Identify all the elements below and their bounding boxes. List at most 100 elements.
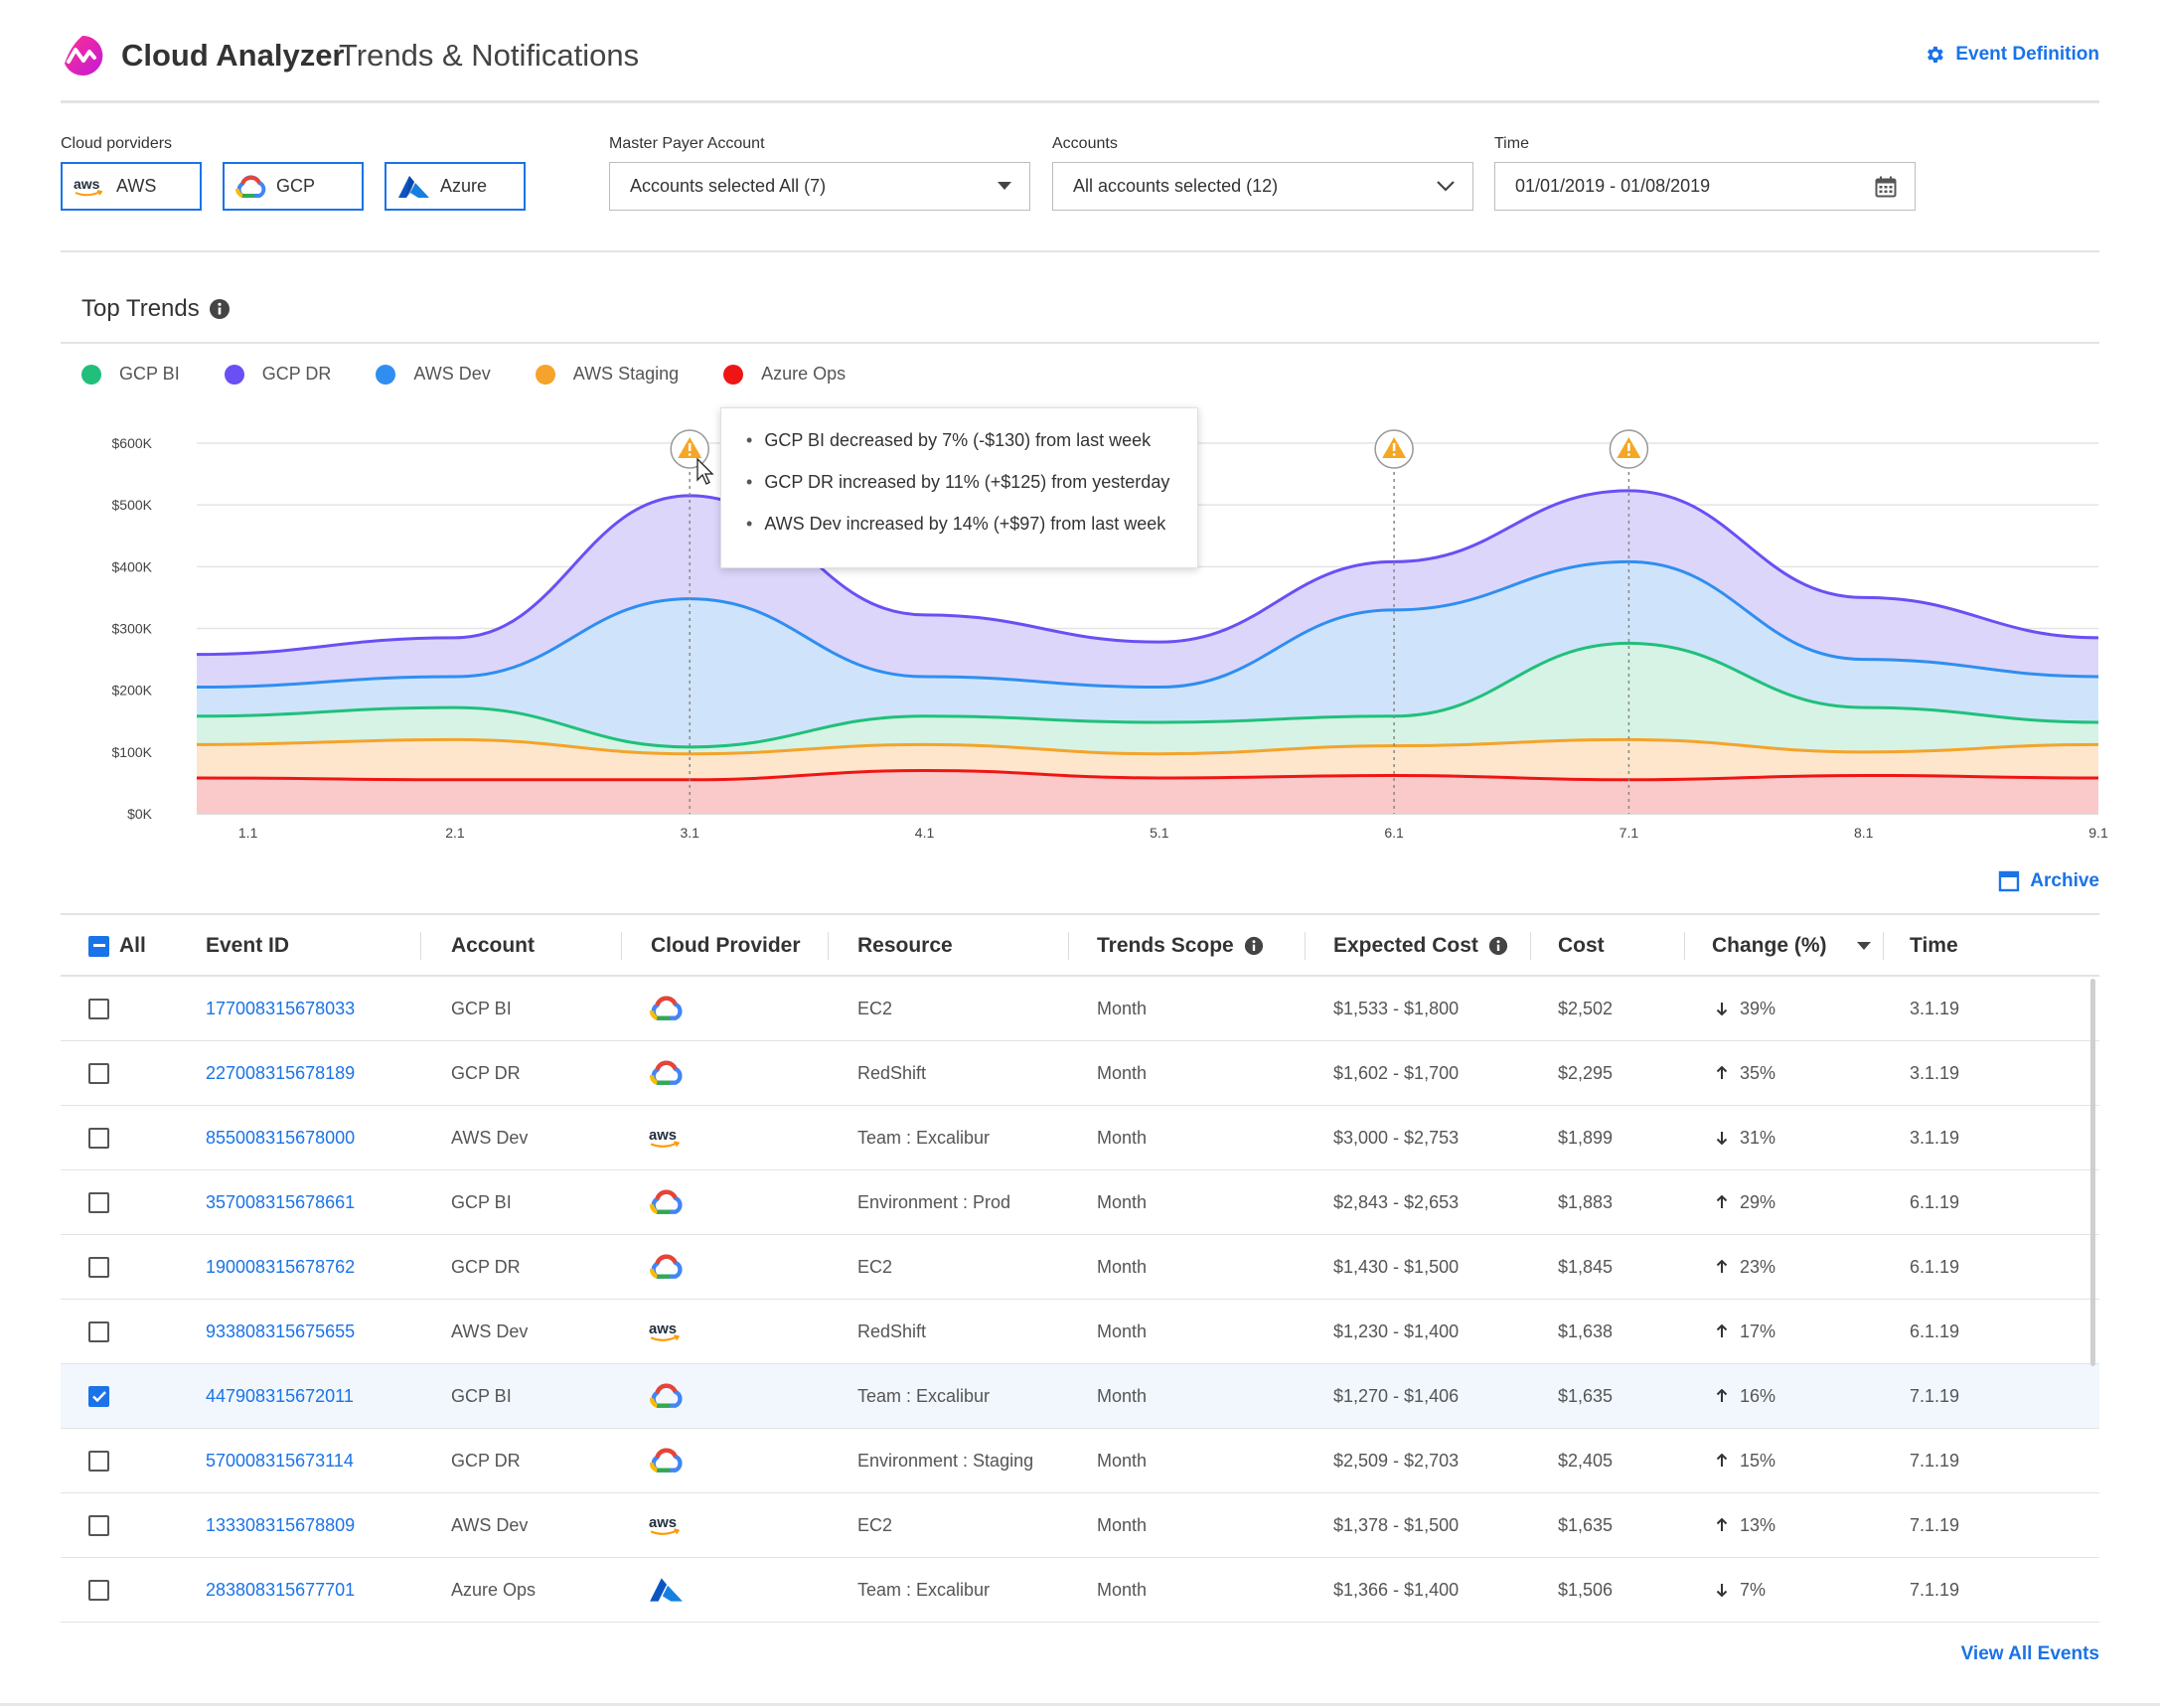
provider-azure-label: Azure xyxy=(440,176,488,196)
provider-gcp-button[interactable]: GCP xyxy=(223,162,364,211)
event-id-link[interactable]: 447908315672011 xyxy=(206,1385,354,1406)
table-row[interactable]: 933808315675655 AWS Dev aws RedShift Month $1… xyxy=(61,1300,2099,1364)
table-row[interactable]: 570008315673114 GCP DR Environment : Stagi… xyxy=(61,1429,2099,1493)
time-cell: 3.1.19 xyxy=(1910,998,1960,1018)
table-scrollbar[interactable] xyxy=(2090,979,2095,1366)
row-checkbox[interactable] xyxy=(88,1450,109,1472)
header-trends-scope-cell[interactable]: Trends Scope xyxy=(1097,915,1264,977)
header-expected-cost: Expected Cost xyxy=(1333,934,1478,957)
time-cell: 6.1.19 xyxy=(1910,1256,1960,1277)
row-checkbox[interactable] xyxy=(88,1256,109,1278)
header-cloud-provider[interactable]: Cloud Provider xyxy=(651,934,801,957)
header-resource[interactable]: Resource xyxy=(857,934,953,957)
account-cell: GCP DR xyxy=(451,1256,521,1277)
series-area-azure-ops xyxy=(197,770,2098,814)
sort-desc-icon[interactable] xyxy=(1857,942,1871,951)
table-row[interactable]: 283808315677701 Azure Ops Team : Excalibur… xyxy=(61,1558,2099,1623)
view-all-events-link[interactable]: View All Events xyxy=(1960,1643,2099,1664)
info-icon[interactable] xyxy=(1488,936,1508,956)
provider-cell: aws xyxy=(648,1300,684,1363)
event-definition-link[interactable]: Event Definition xyxy=(1924,44,2099,66)
info-icon[interactable] xyxy=(209,298,231,320)
table-row[interactable]: 227008315678189 GCP DR RedShift Month $1,602… xyxy=(61,1041,2099,1106)
row-checkbox[interactable] xyxy=(88,1127,109,1149)
account-cell: GCP BI xyxy=(451,1191,512,1212)
row-checkbox[interactable] xyxy=(88,998,109,1019)
row-checkbox[interactable] xyxy=(88,1191,109,1213)
series-line-gcp-dr xyxy=(196,489,2099,657)
resource-cell: Environment : Prod xyxy=(857,1191,1011,1212)
tooltip-text: GCP DR increased by 11% (+$125) from yes… xyxy=(764,472,1170,492)
provider-azure-button[interactable]: Azure xyxy=(385,162,526,211)
header-account[interactable]: Account xyxy=(451,934,535,957)
cost-cell: $1,635 xyxy=(1558,1514,1614,1535)
cost-cell: $1,635 xyxy=(1558,1385,1614,1406)
legend-item-gcp-dr[interactable]: GCP DR xyxy=(224,364,331,385)
time-range-input[interactable]: 01/01/2019 - 01/08/2019 xyxy=(1494,162,1916,211)
column-divider xyxy=(828,932,829,960)
cost-cell: $2,502 xyxy=(1558,998,1614,1018)
event-id-link[interactable]: 190008315678762 xyxy=(206,1256,356,1277)
table-row[interactable]: 447908315672011 GCP BI Team : Excalibur Mon… xyxy=(61,1364,2099,1429)
change-value: 29% xyxy=(1740,1191,1776,1212)
header-event-id[interactable]: Event ID xyxy=(206,934,290,957)
time-cell: 7.1.19 xyxy=(1910,1385,1960,1406)
account-cell: GCP DR xyxy=(451,1062,521,1083)
header-time[interactable]: Time xyxy=(1910,934,1958,957)
provider-gcp-label: GCP xyxy=(276,176,316,196)
series-line-gcp-bi xyxy=(196,641,2099,749)
accounts-label: Accounts xyxy=(1052,135,1118,152)
x-tick-label: 9.1 xyxy=(2088,825,2108,841)
event-id-link[interactable]: 570008315673114 xyxy=(206,1450,354,1471)
header-change[interactable]: Change (%) xyxy=(1712,934,1827,957)
select-all-header[interactable]: All xyxy=(88,915,146,977)
row-checkbox[interactable] xyxy=(88,1062,109,1084)
table-row[interactable]: 177008315678033 GCP BI EC2 Month $1,533 - $1… xyxy=(61,977,2099,1041)
caret-down-icon xyxy=(998,182,1011,190)
event-id-link[interactable]: 357008315678661 xyxy=(206,1191,356,1212)
table-row[interactable]: 357008315678661 GCP BI Environment : Prod M… xyxy=(61,1170,2099,1235)
account-cell: GCP BI xyxy=(451,998,512,1018)
event-id-link[interactable]: 933808315675655 xyxy=(206,1320,356,1341)
trends-divider xyxy=(61,342,2099,344)
master-payer-select[interactable]: Accounts selected All (7) xyxy=(609,162,1030,211)
header-cost[interactable]: Cost xyxy=(1558,934,1605,957)
tooltip-text: AWS Dev increased by 14% (+$97) from las… xyxy=(764,514,1166,534)
event-id-link[interactable]: 177008315678033 xyxy=(206,998,356,1018)
provider-aws-button[interactable]: aws AWS xyxy=(61,162,202,211)
change-value: 23% xyxy=(1740,1256,1776,1277)
table-row[interactable]: 190008315678762 GCP DR EC2 Month $1,430 - $1… xyxy=(61,1235,2099,1300)
tooltip-item: • GCP DR increased by 11% (+$125) from ye… xyxy=(746,472,1170,492)
legend-item-aws-staging[interactable]: AWS Staging xyxy=(535,364,679,385)
table-row[interactable]: 133308315678809 AWS Dev aws EC2 Month $1,378 … xyxy=(61,1493,2099,1558)
time-label: Time xyxy=(1494,135,1529,152)
row-checkbox[interactable] xyxy=(88,1514,109,1536)
info-icon[interactable] xyxy=(1244,936,1264,956)
select-all-checkbox[interactable] xyxy=(88,935,109,957)
x-tick-label: 4.1 xyxy=(915,825,935,841)
change-cell: 31% xyxy=(1716,1106,1775,1169)
accounts-select[interactable]: All accounts selected (12) xyxy=(1052,162,1473,211)
legend-item-azure-ops[interactable]: Azure Ops xyxy=(723,364,846,385)
table-header: All Event ID Account Cloud Provider Reso… xyxy=(61,913,2099,977)
legend-item-aws-dev[interactable]: AWS Dev xyxy=(376,364,491,385)
row-checkbox[interactable] xyxy=(88,1320,109,1342)
event-id-link[interactable]: 227008315678189 xyxy=(206,1062,356,1083)
change-cell: 35% xyxy=(1716,1041,1775,1105)
series-line-aws-dev xyxy=(196,559,2099,690)
change-cell: 15% xyxy=(1716,1429,1775,1492)
event-id-link[interactable]: 855008315678000 xyxy=(206,1127,356,1148)
archive-button[interactable]: Archive xyxy=(1998,870,2099,892)
y-tick-label: $400K xyxy=(112,558,153,574)
resource-cell: EC2 xyxy=(857,1256,893,1277)
x-tick-label: 3.1 xyxy=(680,825,699,841)
archive-icon xyxy=(1999,870,2020,892)
legend-item-gcp-bi[interactable]: GCP BI xyxy=(81,364,180,385)
header-expected-cost-cell[interactable]: Expected Cost xyxy=(1333,915,1508,977)
event-id-link[interactable]: 283808315677701 xyxy=(206,1579,356,1600)
warning-icon-mark xyxy=(1627,443,1630,451)
row-checkbox[interactable] xyxy=(88,1385,109,1407)
event-id-link[interactable]: 133308315678809 xyxy=(206,1514,356,1535)
row-checkbox[interactable] xyxy=(88,1579,109,1601)
table-row[interactable]: 855008315678000 AWS Dev aws Team : Excalibu… xyxy=(61,1106,2099,1170)
